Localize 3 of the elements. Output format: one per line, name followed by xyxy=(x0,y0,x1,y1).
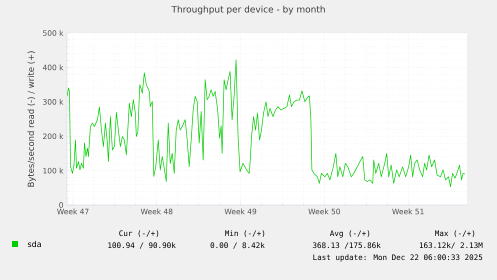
line-series xyxy=(67,59,466,188)
chart-title: Throughput per device - by month xyxy=(171,6,325,14)
y-axis-title: Bytes/second read (-) / write (+) xyxy=(27,51,36,187)
